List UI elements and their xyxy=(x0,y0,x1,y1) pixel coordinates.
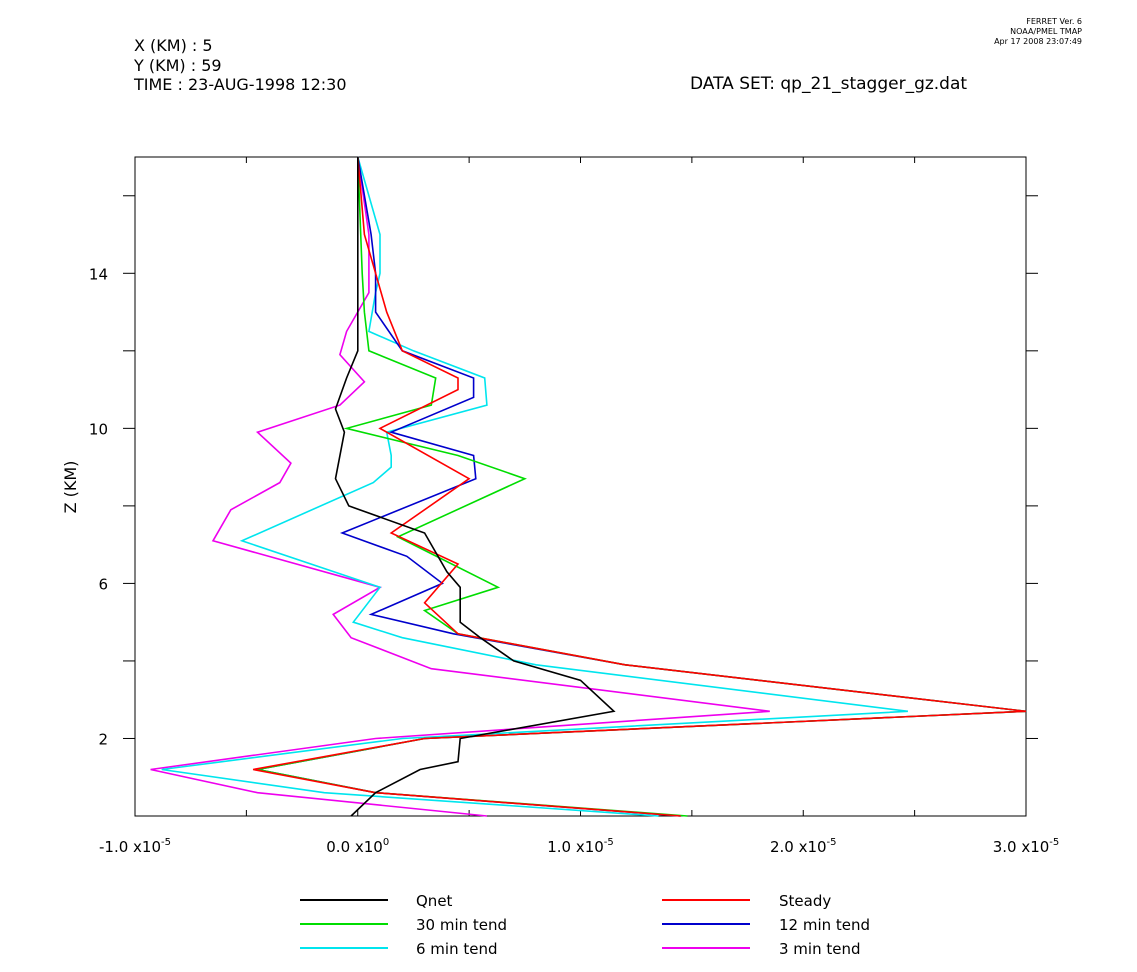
legend-label: 6 min tend xyxy=(416,940,498,958)
x-tick-mantissa: 2.0 x10 xyxy=(770,838,827,856)
x-tick-label: 1.0 x10-5 xyxy=(547,837,614,856)
series-line-steady xyxy=(252,156,1027,817)
x-tick-exponent: -5 xyxy=(161,837,171,848)
x-tick-label: 0.0 x100 xyxy=(326,837,389,856)
y-tick-label: 2 xyxy=(98,730,108,748)
x-tick-exponent: -5 xyxy=(827,837,837,848)
y-tick-label: 14 xyxy=(89,265,108,283)
y-tick-label: 6 xyxy=(98,575,108,593)
x-tick-mantissa: 1.0 x10 xyxy=(547,838,604,856)
legend: Qnet Steady 30 min tend 12 min tend 6 min te… xyxy=(300,892,870,958)
x-coordinate-label: X (KM) : 5 xyxy=(134,36,213,55)
x-tick-exponent: -5 xyxy=(604,837,614,848)
ferret-org: NOAA/PMEL TMAP xyxy=(1010,27,1082,36)
ferret-version: FERRET Ver. 6 xyxy=(1026,17,1082,26)
x-tick-label: 3.0 x10-5 xyxy=(993,837,1060,856)
series-line-3-min-tend xyxy=(150,156,770,817)
time-label: TIME : 23-AUG-1998 12:30 xyxy=(134,75,347,94)
x-tick-exponent: -5 xyxy=(1049,837,1059,848)
x-tick-mantissa: 3.0 x10 xyxy=(993,838,1050,856)
y-axis-label: Z (KM) xyxy=(61,461,80,514)
legend-label: Steady xyxy=(779,892,831,910)
axis-ticks: -1.0 x10-5 0.0 x100 1.0 x10-5 2.0 x10-5 3.0 … xyxy=(89,157,1059,856)
legend-label: 3 min tend xyxy=(779,940,861,958)
x-tick-mantissa: 0.0 x10 xyxy=(326,838,383,856)
legend-label: Qnet xyxy=(416,892,453,910)
series-lines xyxy=(150,156,1027,817)
legend-label: 12 min tend xyxy=(779,916,870,934)
x-tick-label: 2.0 x10-5 xyxy=(770,837,837,856)
dataset-label: DATA SET: qp_21_stagger_gz.dat xyxy=(690,74,968,94)
series-line-6-min-tend xyxy=(161,156,908,817)
y-tick-label: 10 xyxy=(89,420,108,438)
ferret-date: Apr 17 2008 23:07:49 xyxy=(994,37,1082,46)
x-tick-exponent: 0 xyxy=(383,837,389,848)
series-line-qnet xyxy=(334,157,616,817)
x-tick-label: -1.0 x10-5 xyxy=(99,837,171,856)
y-coordinate-label: Y (KM) : 59 xyxy=(134,56,222,75)
legend-label: 30 min tend xyxy=(416,916,507,934)
x-tick-mantissa: -1.0 x10 xyxy=(99,838,161,856)
